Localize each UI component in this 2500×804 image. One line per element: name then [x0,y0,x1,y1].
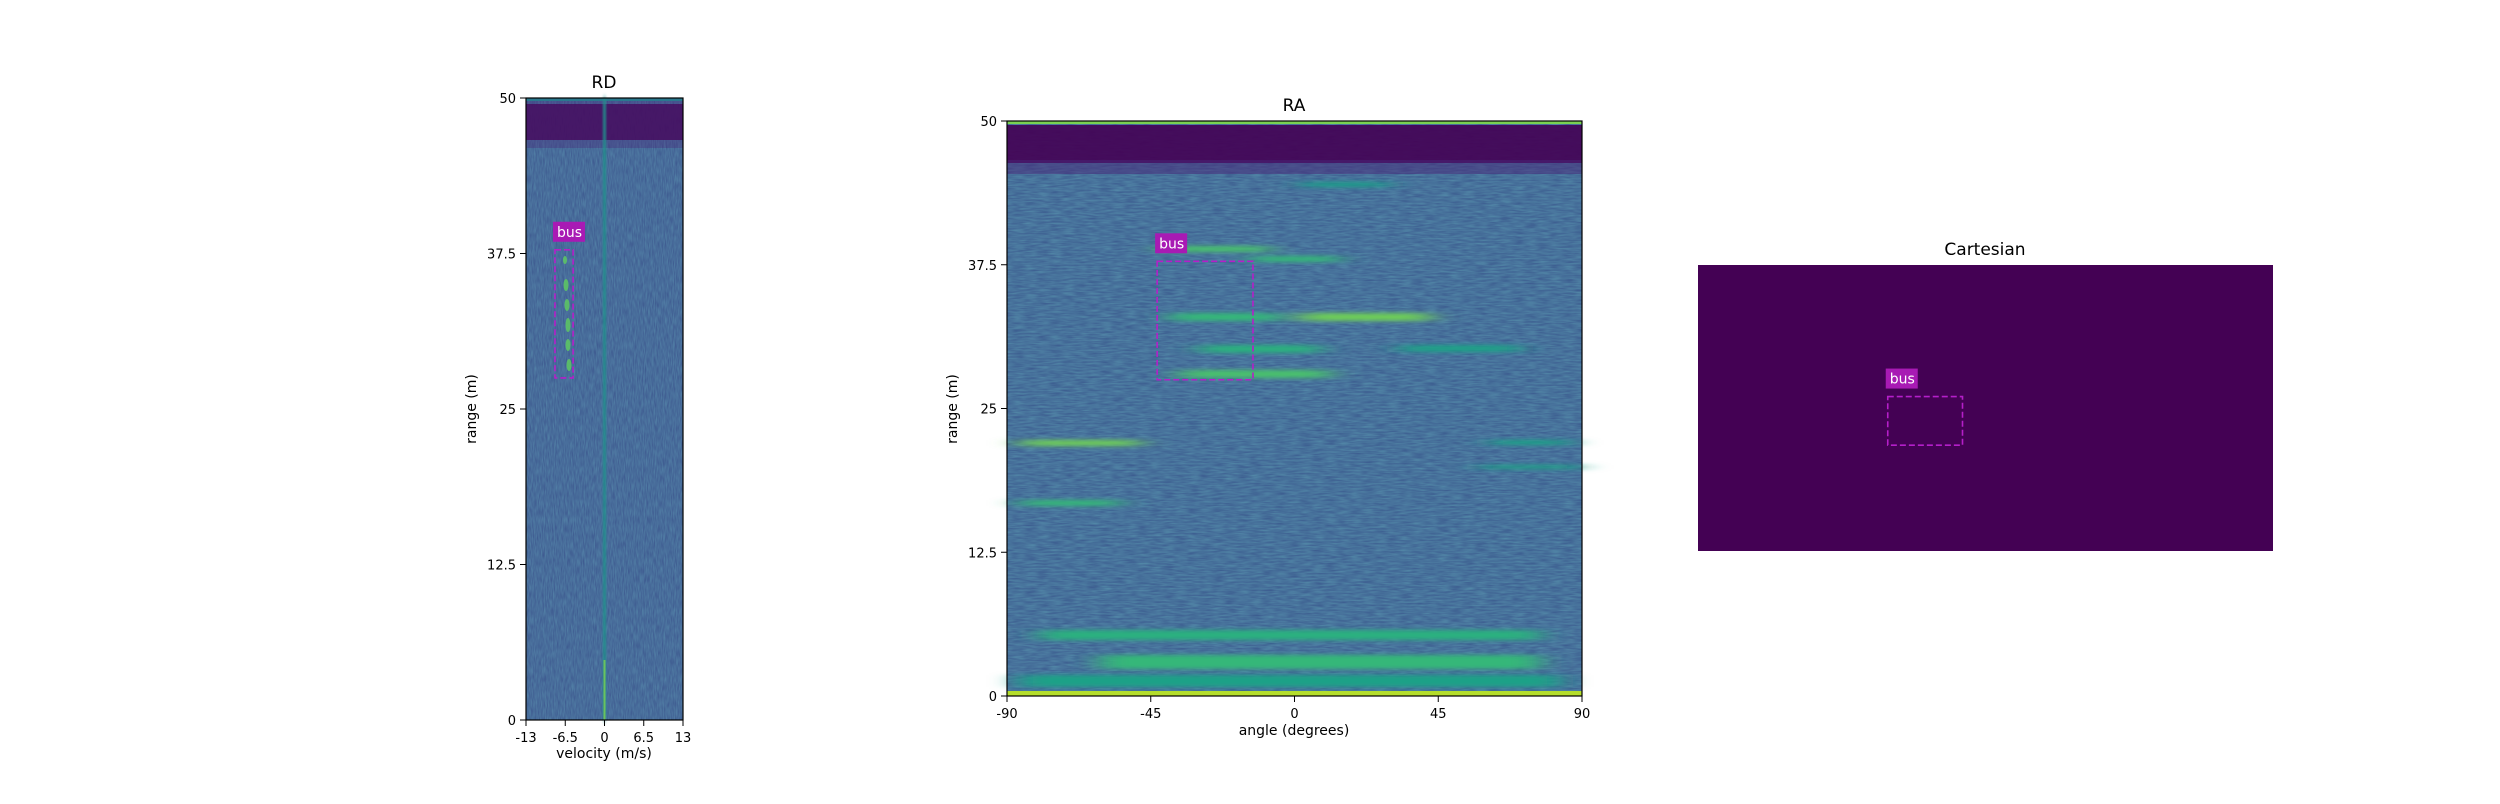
ra-heatmap-dark-fade [1007,160,1582,174]
ra-ytick-label: 37.5 [968,259,997,274]
cartesian-bbox-rect [1886,395,1964,446]
rd-xtick-label: -6.5 [553,731,578,746]
ra-bbox-rect [1156,260,1254,381]
cartesian-heatmap [1698,265,2273,551]
rd-xtick-label: -13 [515,731,536,746]
rd-ytick-label: 12.5 [487,559,516,574]
ra-heatmap-dark-band [1007,125,1582,163]
rd-bbox-label-bg [552,221,585,242]
rd-xtick-label: 6.5 [633,731,654,746]
rd-title: RD [592,73,617,93]
rd-ytick-label: 37.5 [487,248,516,263]
rd-zero-doppler-hot [603,660,606,720]
ra-heatmap-noise [1007,121,1582,696]
rd-heatmap [526,98,683,720]
ra-bbox-label: bus [1159,236,1184,252]
ra-xtick-label: 90 [1574,707,1591,722]
ra-y-axis: 0 12.5 25 37.5 50 [968,115,1007,705]
ra-bbox-label-bg [1155,233,1188,254]
rd-ytick-label: 50 [499,92,516,107]
ra-heatmap [1007,121,1582,696]
rd-bbox-rect [554,248,574,379]
cartesian-title: Cartesian [1944,240,2025,260]
ra-chart: RA [945,96,1590,739]
ra-xtick-label: 45 [1430,707,1447,722]
rd-target-signature [563,256,572,371]
rd-xtick-label: 13 [675,731,692,746]
rd-ylabel: range (m) [464,374,480,444]
ra-xtick-label: -90 [996,707,1017,722]
ra-xlabel: angle (degrees) [1239,723,1350,739]
ra-heatmap-bottom-edge [1007,691,1582,696]
rd-x-axis: -13 -6.5 0 6.5 13 [515,720,691,746]
cartesian-chart: Cartesian bus [1698,240,2273,551]
rd-y-axis: 0 12.5 25 37.5 50 [487,92,526,729]
ra-x-axis: -90 -45 0 45 90 [996,696,1590,722]
ra-ylabel: range (m) [945,374,961,444]
cartesian-bus-box: bus [1885,368,1964,446]
cartesian-bbox-label-bg [1885,368,1918,389]
rd-xlabel: velocity (m/s) [556,746,652,762]
rd-bus-box: bus [552,221,585,379]
ra-title: RA [1283,96,1306,116]
rd-ytick-label: 0 [508,714,516,729]
ra-xtick-label: -45 [1140,707,1161,722]
ra-ytick-label: 25 [980,403,997,418]
ra-bus-box: bus [1155,233,1254,381]
ra-returns [1020,182,1580,687]
ra-ytick-label: 12.5 [968,546,997,561]
ra-xtick-label: 0 [1290,707,1298,722]
ra-ytick-label: 50 [980,115,997,130]
rd-bbox-label: bus [557,225,582,241]
ra-heatmap-top-edge [1007,121,1582,124]
ra-ytick-label: 0 [989,690,997,705]
rd-zero-doppler-line [603,98,606,720]
cartesian-bbox-label: bus [1890,372,1915,388]
rd-chart: RD bus -13 -6.5 0 6.5 13 0 12.5 25 37.5 50 veloc… [464,73,691,762]
rd-ytick-label: 25 [499,403,516,418]
rd-xtick-label: 0 [600,731,608,746]
